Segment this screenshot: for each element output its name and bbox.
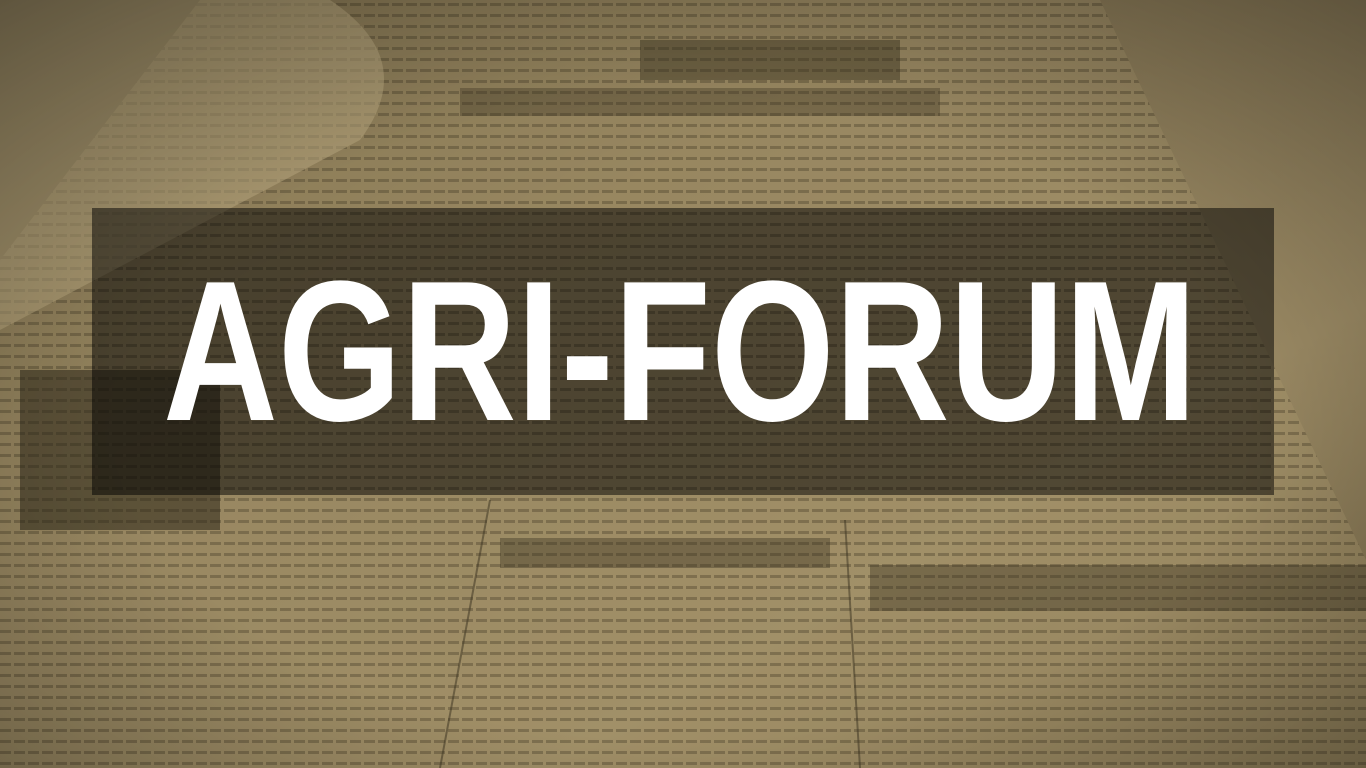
title-overlay (92, 208, 1274, 495)
banner-title: AGRI-FORUM (163, 240, 1197, 463)
